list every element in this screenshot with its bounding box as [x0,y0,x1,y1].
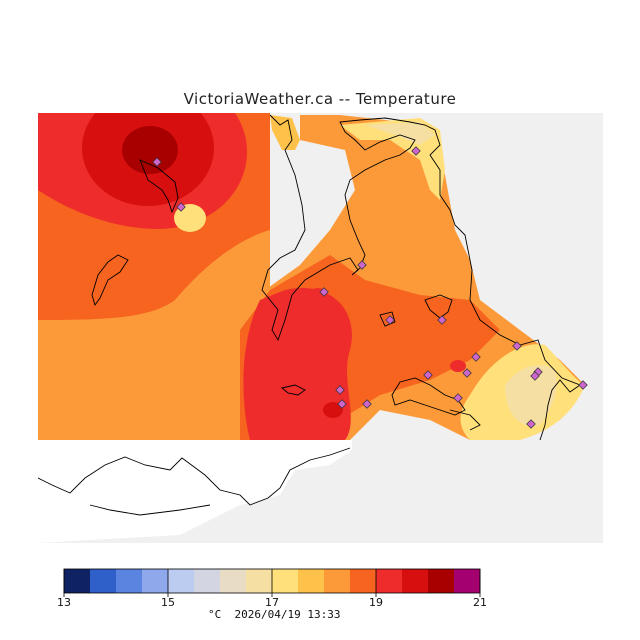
station-marker[interactable] [337,399,347,409]
colorbar-swatch [168,569,195,593]
station-marker[interactable] [411,146,421,156]
colorbar-swatch [376,569,403,593]
colorbar-tick-13: 13 [57,596,71,609]
station-marker[interactable] [512,341,522,351]
station-marker[interactable] [335,385,345,395]
colorbar-swatch [324,569,351,593]
station-marker[interactable] [385,315,395,325]
station-marker[interactable] [526,419,536,429]
colorbar [63,568,481,597]
colorbar-tick-21: 21 [473,596,487,609]
timestamp: °C 2026/04/19 13:33 [208,608,341,621]
colorbar-tick-19: 19 [369,596,383,609]
colorbar-swatch [194,569,221,593]
station-marker[interactable] [530,371,540,381]
colorbar-swatch [64,569,91,593]
temperature-contours [38,113,603,543]
station-marker[interactable] [362,399,372,409]
station-marker[interactable] [319,287,329,297]
colorbar-swatch [272,569,299,593]
station-marker[interactable] [462,368,472,378]
station-markers [152,146,588,429]
colorbar-swatch [298,569,325,593]
map-title: VictoriaWeather.ca -- Temperature [183,90,457,108]
station-marker[interactable] [176,202,186,212]
station-marker[interactable] [437,315,447,325]
station-marker[interactable] [152,157,162,167]
station-marker[interactable] [471,352,481,362]
station-marker[interactable] [357,260,367,270]
colorbar-swatch [402,569,429,593]
colorbar-swatch [220,569,247,593]
station-marker[interactable] [578,380,588,390]
colorbar-tick-17: 17 [265,596,279,609]
station-marker[interactable] [423,370,433,380]
colorbar-swatch [454,569,481,593]
colorbar-swatch [428,569,455,593]
colorbar-swatch [142,569,169,593]
coastlines [38,114,581,516]
colorbar-swatch [246,569,273,593]
colorbar-swatch [116,569,143,593]
station-marker[interactable] [453,393,463,403]
colorbar-swatch [350,569,377,593]
colorbar-swatch [90,569,117,593]
colorbar-tick-15: 15 [161,596,175,609]
